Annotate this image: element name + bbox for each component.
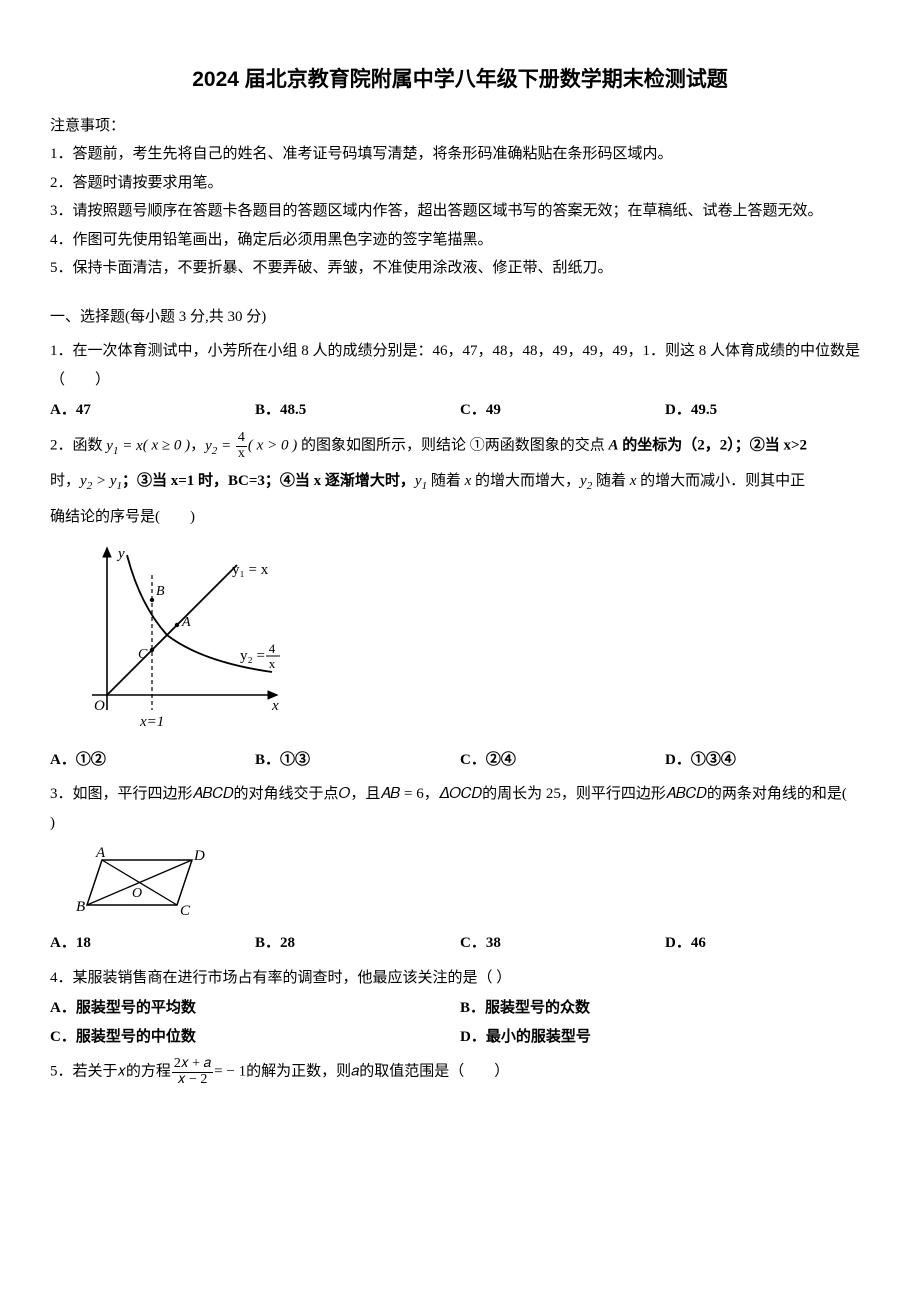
q2-opt-c: C．②④ — [460, 746, 665, 775]
q2-y2a: y2 — [580, 473, 592, 489]
q2-l2b: ；③当 x=1 时，BC=3；④当 x 逐渐增大时， — [122, 473, 415, 489]
curve-label-lead: y₂ = — [240, 648, 265, 664]
x1-label: x=1 — [139, 714, 164, 730]
question-2-line3: 确结论的序号是( ) — [50, 503, 870, 532]
question-3: 3．如图，平行四边形𝐴𝐵𝐶𝐷的对角线交于点𝑂，且𝐴𝐵 = 6，𝛥𝑂𝐶𝐷的周长为 … — [50, 780, 870, 837]
q1-opt-a: A．47 — [50, 396, 255, 425]
q5-tail: = − 1的解为正数，则𝑎的取值范围是（ ） — [214, 1064, 509, 1080]
label-B: B — [76, 899, 85, 915]
axis-x-label: x — [271, 698, 279, 714]
label-O: O — [132, 886, 142, 901]
q4-opt-b: B．服装型号的众数 — [460, 994, 870, 1023]
q5-lead: 5．若关于𝑥的方程 — [50, 1064, 171, 1080]
q2-y2gt: y2 > y1 — [80, 473, 122, 489]
notice-4: 4．作图可先使用铅笔画出，确定后必须用黑色字迹的签字笔描黑。 — [50, 226, 870, 255]
label-C: C — [180, 903, 191, 919]
notice-2: 2．答题时请按要求用笔。 — [50, 169, 870, 198]
point-A — [175, 623, 179, 627]
q2-chart: y x O y₁ = x y₂ = 4 x B A C x=1 — [72, 540, 870, 740]
q4-opt-c: C．服装型号的中位数 — [50, 1023, 460, 1052]
q2-y2: y2 = — [205, 438, 235, 454]
q2-opt-d: D．①③④ — [665, 746, 870, 775]
q3-figure: A D B C O — [72, 845, 870, 923]
point-B — [150, 598, 154, 602]
notice-5: 5．保持卡面清洁，不要折暴、不要弄破、弄皱，不准使用涂改液、修正带、刮纸刀。 — [50, 254, 870, 283]
q1-opt-c: C．49 — [460, 396, 665, 425]
q2-l2a: 时， — [50, 473, 80, 489]
q2-tail1: 的图象如图所示，则结论 ①两函数图象的交点 — [297, 438, 608, 454]
q2-opt-a: A．①② — [50, 746, 255, 775]
q2-l2d: 的增大而增大， — [471, 473, 580, 489]
curve-frac-num: 4 — [269, 641, 276, 656]
section-1-heading: 一、选择题(每小题 3 分,共 30 分) — [50, 303, 870, 332]
q2-y1-cond: ( x ≥ 0 ) — [143, 438, 190, 454]
curve-frac-den: x — [269, 656, 276, 671]
q2-comma: ， — [190, 438, 205, 454]
question-4: 4．某服装销售商在进行市场占有率的调查时，他最应该关注的是（ ） — [50, 964, 870, 993]
point-C — [150, 648, 154, 652]
point-A-label: A — [181, 615, 191, 630]
q2-frac: 4x — [236, 431, 247, 461]
question-1: 1．在一次体育测试中，小芳所在小组 8 人的成绩分别是：46，47，48，48，… — [50, 337, 870, 394]
q2-y1: y1 = x — [106, 438, 142, 454]
q2-y2-cond: ( x > 0 ) — [248, 438, 297, 454]
q3-opt-d: D．46 — [665, 929, 870, 958]
q2-l2c: 随着 — [427, 473, 465, 489]
q3-opt-b: B．28 — [255, 929, 460, 958]
q3-opt-a: A．18 — [50, 929, 255, 958]
q2-y1a: y1 — [415, 473, 427, 489]
question-5: 5．若关于𝑥的方程2𝑥 + 𝑎𝑥 − 2= − 1的解为正数，则𝑎的取值范围是（… — [50, 1057, 870, 1087]
axis-y-label: y — [116, 546, 125, 562]
origin-label: O — [94, 698, 105, 714]
question-2-options: A．①② B．①③ C．②④ D．①③④ — [50, 746, 870, 775]
notice-3: 3．请按照题号顺序在答题卡各题目的答题区域内作答，超出答题区域书写的答案无效；在… — [50, 197, 870, 226]
question-2-line2: 时，y2 > y1；③当 x=1 时，BC=3；④当 x 逐渐增大时，y1 随着… — [50, 467, 870, 497]
label-D: D — [193, 848, 205, 864]
notice-1: 1．答题前，考生先将自己的姓名、准考证号码填写清楚，将条形码准确粘贴在条形码区域… — [50, 140, 870, 169]
q4-opt-a: A．服装型号的平均数 — [50, 994, 460, 1023]
q4-opt-d: D．最小的服装型号 — [460, 1023, 870, 1052]
question-4-options: A．服装型号的平均数 B．服装型号的众数 C．服装型号的中位数 D．最小的服装型… — [50, 994, 870, 1051]
page-title: 2024 届北京教育院附属中学八年级下册数学期末检测试题 — [50, 60, 870, 100]
question-3-options: A．18 B．28 C．38 D．46 — [50, 929, 870, 958]
notice-heading: 注意事项： — [50, 112, 870, 141]
question-2: 2．函数 y1 = x( x ≥ 0 )，y2 = 4x( x > 0 ) 的图… — [50, 431, 870, 462]
question-1-options: A．47 B．48.5 C．49 D．49.5 — [50, 396, 870, 425]
q3-opt-c: C．38 — [460, 929, 665, 958]
q2-l2e: 随着 — [592, 473, 630, 489]
q2-l2f: 的增大而减小．则其中正 — [636, 473, 805, 489]
q5-frac: 2𝑥 + 𝑎𝑥 − 2 — [172, 1057, 213, 1087]
line-y1 — [107, 565, 237, 695]
point-B-label: B — [156, 584, 165, 599]
q2-tail1b: 的坐标为（2，2）；②当 x>2 — [618, 438, 807, 454]
line-label: y₁ = x — [232, 562, 269, 578]
q1-opt-d: D．49.5 — [665, 396, 870, 425]
q2-pointA: A — [608, 438, 618, 454]
point-C-label: C — [138, 647, 148, 662]
q1-opt-b: B．48.5 — [255, 396, 460, 425]
label-A: A — [95, 845, 106, 861]
q2-lead: 2．函数 — [50, 438, 106, 454]
q2-opt-b: B．①③ — [255, 746, 460, 775]
